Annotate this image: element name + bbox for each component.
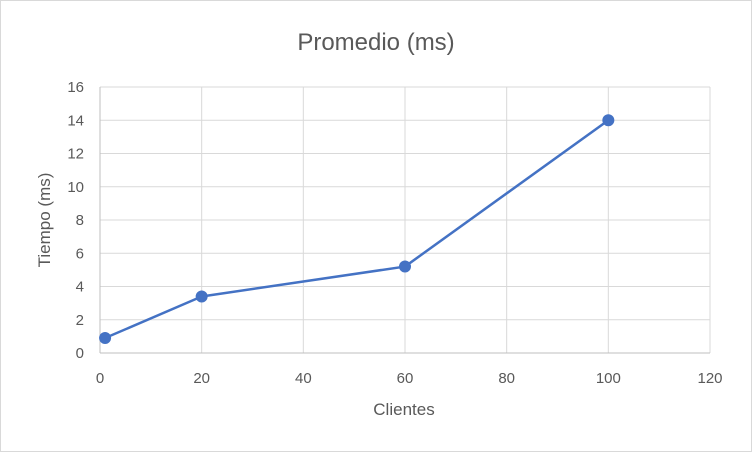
y-axis-title: Tiempo (ms) [35,173,54,268]
y-tick-label: 4 [76,279,84,296]
tick-labels: 0 2 4 6 8 10 12 14 16 0 20 40 60 80 100 120 [67,79,722,387]
y-tick-label: 6 [76,245,84,262]
y-tick-label: 8 [76,212,84,229]
x-tick-label: 60 [397,370,414,387]
chart-title: Promedio (ms) [297,29,454,56]
series [99,114,615,345]
axes [99,87,710,354]
data-point [399,260,411,273]
data-point [602,114,615,127]
y-tick-label: 2 [76,312,84,329]
y-tick-label: 12 [67,146,84,163]
y-tick-label: 14 [67,112,84,129]
gridlines [100,86,711,353]
x-tick-label: 0 [96,370,104,387]
x-tick-label: 20 [193,370,210,387]
x-tick-label: 120 [697,370,722,387]
y-tick-label: 0 [76,345,84,362]
x-tick-label: 100 [596,370,621,387]
series-line [104,119,610,340]
x-tick-label: 80 [498,370,515,387]
data-point [99,332,112,345]
x-axis-title: Clientes [373,400,434,419]
data-point [195,290,208,303]
y-tick-label: 10 [67,179,84,196]
y-tick-label: 16 [67,79,84,96]
x-tick-label: 40 [295,370,312,387]
